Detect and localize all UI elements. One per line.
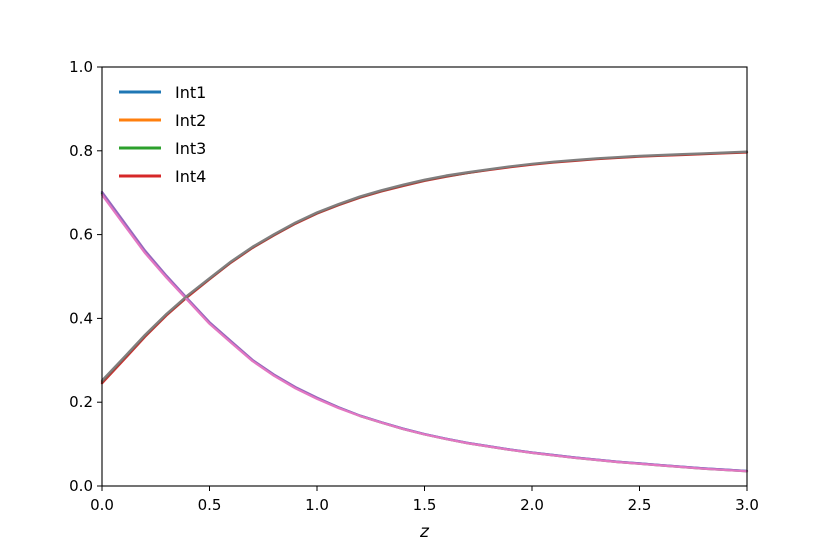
legend-label: Int1 — [175, 83, 206, 102]
series-line-7 — [100, 193, 749, 473]
series-line-2 — [100, 150, 749, 383]
series-line-8 — [100, 150, 749, 382]
x-tick-label: 0.5 — [198, 496, 222, 514]
x-tick-label: 3.0 — [735, 496, 759, 514]
legend-label: Int2 — [175, 111, 206, 130]
x-tick-label: 2.5 — [628, 496, 652, 514]
y-tick-label: 0.0 — [69, 477, 93, 495]
y-tick-label: 0.4 — [69, 309, 93, 327]
series-line-6 — [100, 150, 749, 384]
y-axis: 0.0 0.2 0.4 0.6 0.8 1.0 — [69, 58, 102, 495]
y-tick-label: 1.0 — [69, 58, 93, 76]
series-line-1 — [100, 191, 749, 473]
y-tick-label: 0.2 — [69, 393, 93, 411]
x-axis: 0.0 0.5 1.0 1.5 2.0 2.5 3.0 — [90, 486, 759, 514]
series-line-4 — [100, 151, 749, 385]
series-line-3 — [100, 192, 749, 473]
legend-label: Int4 — [175, 167, 206, 186]
x-tick-label: 1.5 — [413, 496, 437, 514]
x-tick-label: 0.0 — [90, 496, 114, 514]
y-tick-label: 0.6 — [69, 226, 93, 244]
x-axis-label: z — [419, 522, 430, 542]
y-tick-label: 0.8 — [69, 142, 93, 160]
series-line-5 — [100, 190, 749, 473]
legend: Int1 Int2 Int3 Int4 — [119, 83, 206, 186]
x-tick-label: 1.0 — [305, 496, 329, 514]
x-tick-label: 2.0 — [520, 496, 544, 514]
legend-label: Int3 — [175, 139, 206, 158]
series-layer — [100, 150, 749, 473]
